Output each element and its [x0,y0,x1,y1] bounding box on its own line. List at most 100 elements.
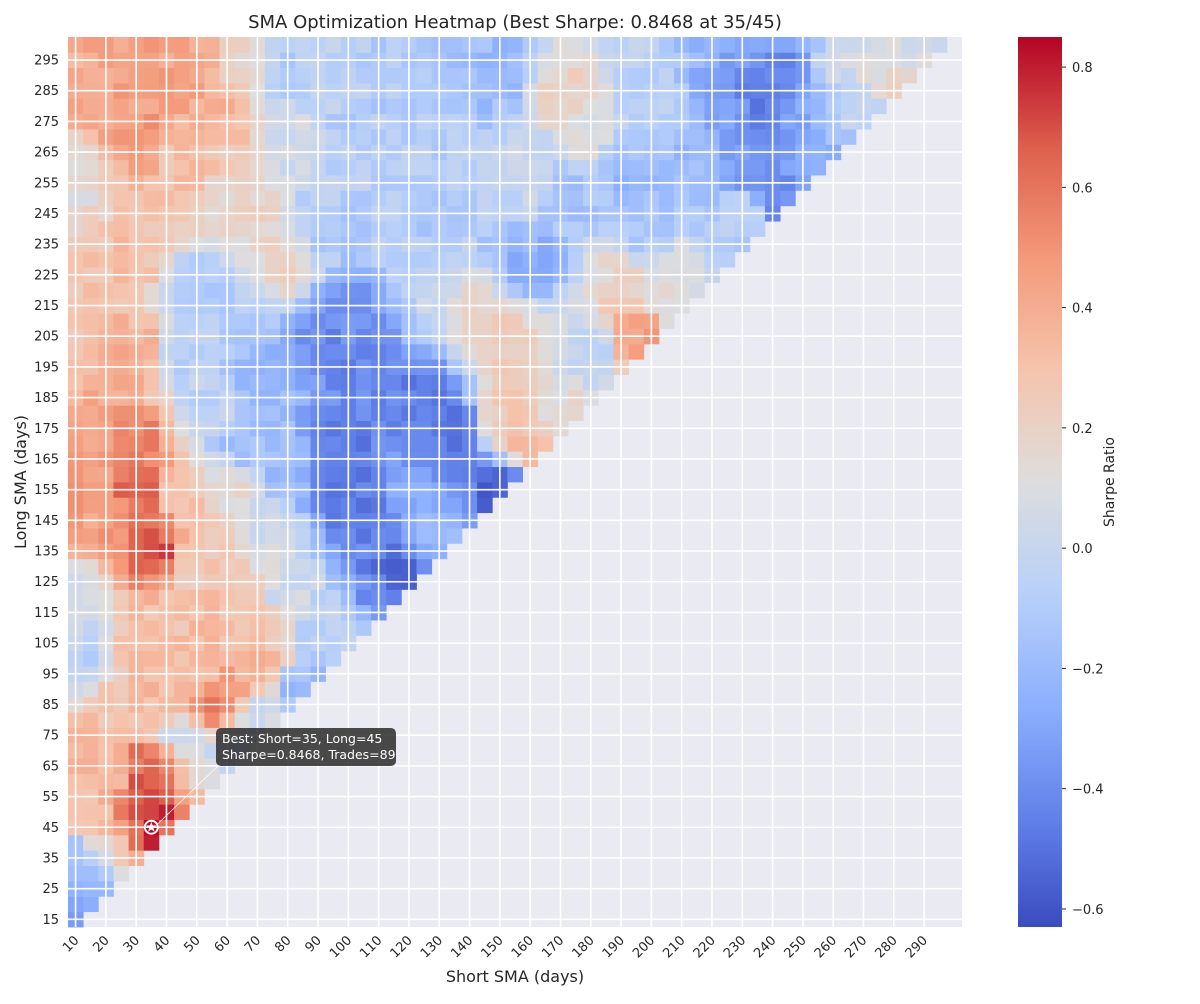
heatmap-cell [628,190,645,207]
heatmap-cell [355,620,372,636]
heatmap-cell [749,159,766,176]
heatmap-cell [83,865,99,882]
heatmap-cell [537,190,554,207]
heatmap-cell [386,374,402,391]
heatmap-cell [568,129,584,145]
heatmap-cell [355,190,372,207]
colorbar-tick-label: −0.4 [1072,783,1104,798]
y-tick-label: 115 [34,606,59,621]
heatmap-cell [234,221,251,237]
heatmap-cell [537,129,554,145]
heatmap-cell [264,620,281,636]
x-tick-label: 190 [600,933,628,961]
heatmap-cell [143,313,160,329]
heatmap-cell [325,251,342,268]
heatmap-cell [143,497,160,514]
heatmap-cell [325,558,342,575]
heatmap-cell [143,159,160,176]
heatmap-cell [83,37,99,53]
heatmap-cell [83,98,99,115]
heatmap-cell [477,190,493,207]
heatmap-cell [204,620,220,636]
heatmap-cell [295,620,311,636]
heatmap-cell [113,650,130,667]
heatmap-cell [689,37,705,53]
heatmap-cell [537,282,554,299]
heatmap-cell [234,374,251,391]
heatmap-cell [871,67,887,84]
heatmap-cell [477,98,493,115]
heatmap-cell [83,681,99,698]
heatmap-cell [598,221,614,237]
heatmap-cell [446,190,463,207]
heatmap-cell [719,37,736,53]
heatmap-cell [446,435,463,452]
heatmap-cell [174,159,190,176]
heatmap-cell [143,129,160,145]
heatmap-cell [446,374,463,391]
heatmap-cell [568,159,584,176]
heatmap-cell [174,804,190,820]
heatmap-cell [810,98,827,115]
heatmap-cell [264,98,281,115]
heatmap-cell [416,497,433,514]
heatmap-cell [901,67,917,84]
heatmap-cell [568,98,584,115]
heatmap-cell [264,313,281,329]
heatmap-cell [507,37,523,53]
x-tick-label: 100 [327,933,355,961]
heatmap-cell [568,282,584,299]
heatmap-cell [174,558,190,575]
heatmap-cell [416,129,433,145]
heatmap-cell [628,67,645,84]
y-tick-label: 195 [34,360,59,375]
heatmap-cell [83,804,99,820]
heatmap-cell [386,67,402,84]
heatmap-cell [537,98,554,115]
heatmap-cell [386,190,402,207]
heatmap-cell [568,221,584,237]
heatmap-cell [598,343,614,360]
heatmap-cell [386,528,402,544]
y-tick-label: 265 [34,146,59,161]
y-tick-label: 105 [34,637,59,652]
x-tick-label: 150 [478,933,506,961]
heatmap-cell [143,221,160,237]
heatmap-cell [325,129,342,145]
heatmap-cell [295,343,311,360]
heatmap-cell [113,343,130,360]
heatmap-cell [204,558,220,575]
heatmap-cell [295,129,311,145]
heatmap-cell [840,37,857,53]
heatmap-cell [628,251,645,268]
heatmap-cell [113,221,130,237]
heatmap-cell [113,773,130,790]
heatmap-cell [598,67,614,84]
heatmap-cell [143,589,160,606]
heatmap-cell [749,37,766,53]
heatmap-cell [568,251,584,268]
heatmap-cell [507,405,523,422]
heatmap-cell [477,282,493,299]
heatmap-cell [83,497,99,514]
heatmap-cell [174,620,190,636]
heatmap-cell [325,37,342,53]
heatmap-cell [264,282,281,299]
heatmap-cell [83,159,99,176]
y-tick-label: 75 [42,729,59,744]
heatmap-cell [113,251,130,268]
heatmap-cell [355,67,372,84]
heatmap-cell [416,343,433,360]
heatmap-cell [143,650,160,667]
heatmap-cell [174,37,190,53]
colorbar-tick-label: 0.8 [1072,61,1093,76]
y-tick-label: 25 [42,882,59,897]
heatmap-cell [113,620,130,636]
heatmap-cell [295,650,311,667]
x-tick-label: 120 [388,933,416,961]
heatmap-cell [355,435,372,452]
heatmap-cell [749,98,766,115]
heatmap-cell [234,37,251,53]
heatmap-cell [264,67,281,84]
